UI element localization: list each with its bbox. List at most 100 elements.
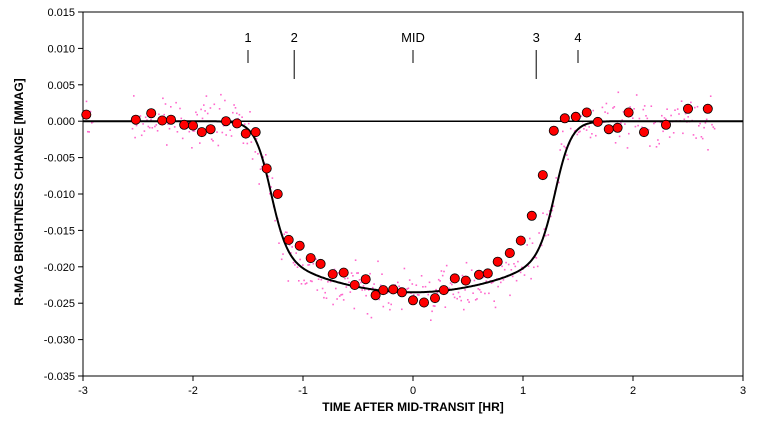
raw-point	[628, 132, 630, 135]
raw-point	[432, 305, 435, 307]
raw-point	[210, 138, 213, 141]
raw-point	[170, 106, 172, 108]
y-tick-label: -0.035	[44, 371, 75, 383]
raw-point	[366, 313, 369, 315]
binned-point	[460, 275, 471, 286]
raw-point	[89, 110, 92, 113]
raw-point	[474, 299, 477, 301]
raw-point	[472, 292, 474, 294]
raw-point	[548, 210, 551, 212]
raw-point	[176, 131, 179, 133]
raw-point	[668, 136, 671, 138]
binned-point	[429, 293, 440, 304]
raw-point	[692, 134, 695, 136]
raw-point	[364, 289, 366, 291]
raw-point	[292, 261, 295, 264]
raw-point	[88, 131, 90, 133]
contact-marker-label: 2	[291, 30, 298, 45]
raw-point	[577, 131, 580, 134]
raw-point	[352, 275, 354, 277]
raw-point	[703, 126, 705, 129]
raw-point	[218, 108, 221, 110]
raw-point	[473, 279, 476, 282]
raw-point	[304, 283, 307, 285]
raw-point	[87, 130, 89, 133]
raw-point	[271, 177, 274, 179]
raw-point	[591, 133, 593, 135]
raw-point	[325, 297, 328, 299]
contact-marker-label: 3	[533, 30, 540, 45]
raw-point	[362, 285, 365, 287]
raw-point	[234, 107, 237, 109]
raw-point	[140, 134, 143, 137]
binned-point	[548, 125, 559, 136]
binned-point	[592, 116, 603, 127]
raw-point	[166, 144, 168, 146]
raw-point	[327, 281, 329, 283]
raw-point	[155, 124, 158, 126]
raw-point	[712, 126, 715, 128]
raw-point	[261, 165, 263, 168]
binned-point	[473, 269, 484, 280]
raw-point	[373, 283, 375, 285]
raw-point	[601, 106, 604, 109]
raw-point	[612, 107, 614, 109]
raw-point	[346, 277, 349, 280]
raw-point	[209, 107, 212, 109]
raw-point	[457, 291, 460, 294]
x-tick-label: 2	[630, 385, 636, 397]
raw-point	[192, 130, 194, 132]
raw-point	[659, 121, 662, 124]
raw-point	[674, 109, 676, 111]
y-tick-label: -0.015	[44, 225, 75, 237]
raw-point	[286, 231, 288, 234]
raw-point	[377, 260, 379, 263]
raw-point	[250, 141, 253, 143]
raw-point	[258, 183, 260, 185]
raw-point	[344, 277, 346, 280]
raw-point	[229, 129, 231, 131]
binned-point	[315, 258, 326, 269]
raw-point	[567, 158, 569, 161]
raw-point	[296, 266, 299, 268]
raw-point	[515, 279, 518, 282]
raw-point	[440, 270, 443, 272]
raw-point	[205, 95, 208, 97]
binned-point	[407, 295, 418, 306]
raw-point	[437, 278, 440, 281]
raw-point	[503, 268, 506, 271]
y-tick-label: -0.005	[44, 153, 75, 165]
raw-point	[284, 231, 287, 233]
raw-point	[699, 122, 701, 125]
raw-point	[465, 261, 468, 264]
raw-point	[434, 305, 436, 307]
raw-point	[85, 100, 88, 103]
raw-point	[274, 219, 276, 222]
binned-point	[449, 273, 460, 284]
raw-point	[144, 116, 147, 119]
raw-point	[247, 122, 250, 125]
raw-point	[238, 113, 241, 116]
raw-point	[551, 209, 554, 212]
raw-point	[282, 253, 284, 255]
raw-point	[552, 205, 555, 207]
raw-point	[212, 140, 214, 142]
raw-point	[217, 144, 220, 147]
raw-point	[403, 267, 406, 270]
raw-point	[179, 107, 181, 110]
raw-point	[700, 136, 703, 138]
raw-point	[251, 158, 254, 160]
raw-point	[323, 296, 325, 299]
raw-point	[490, 282, 493, 284]
raw-point	[641, 126, 643, 129]
binned-points-layer	[81, 103, 713, 308]
raw-point	[242, 142, 245, 144]
binned-point	[559, 113, 570, 124]
raw-point	[514, 265, 517, 268]
raw-point	[151, 127, 154, 129]
raw-point	[637, 124, 639, 127]
raw-point	[696, 105, 699, 108]
raw-point	[544, 234, 547, 237]
binned-point	[165, 114, 176, 125]
